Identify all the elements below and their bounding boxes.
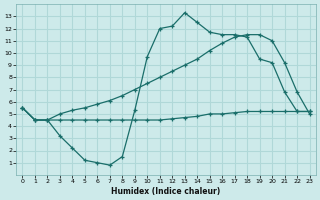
X-axis label: Humidex (Indice chaleur): Humidex (Indice chaleur) bbox=[111, 187, 221, 196]
